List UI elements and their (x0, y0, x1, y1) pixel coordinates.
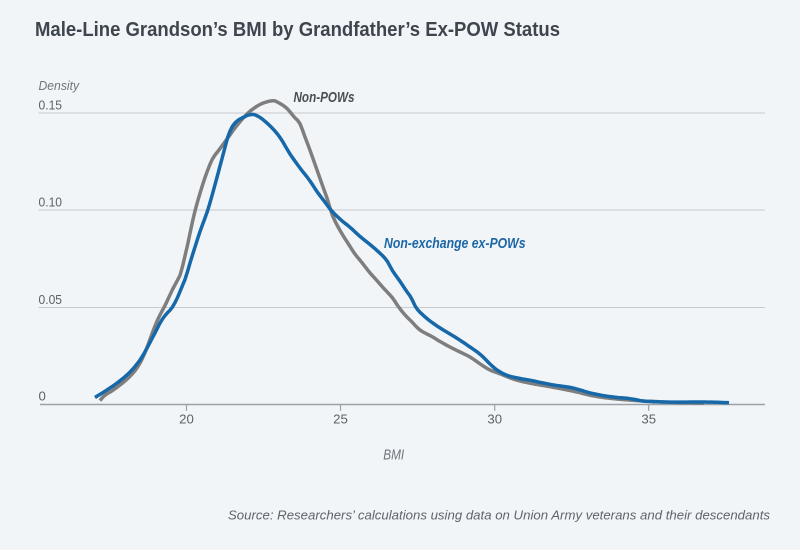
svg-text:BMI: BMI (383, 447, 404, 464)
svg-text:0: 0 (39, 389, 46, 404)
svg-text:35: 35 (641, 412, 656, 427)
svg-text:Density: Density (39, 78, 81, 93)
svg-text:0.15: 0.15 (39, 98, 63, 113)
svg-text:0.10: 0.10 (39, 195, 63, 210)
svg-text:20: 20 (179, 412, 194, 427)
svg-text:25: 25 (333, 412, 348, 427)
svg-text:Male-Line Grandson’s BMI by Gr: Male-Line Grandson’s BMI by Grandfather’… (35, 19, 560, 41)
svg-text:Non-exchange ex-POWs: Non-exchange ex-POWs (384, 236, 526, 252)
svg-text:30: 30 (487, 412, 502, 427)
svg-text:0.05: 0.05 (39, 292, 63, 307)
svg-text:Source: Researchers’ calculati: Source: Researchers’ calculations using … (228, 508, 771, 523)
svg-text:Non-POWs: Non-POWs (294, 90, 355, 106)
